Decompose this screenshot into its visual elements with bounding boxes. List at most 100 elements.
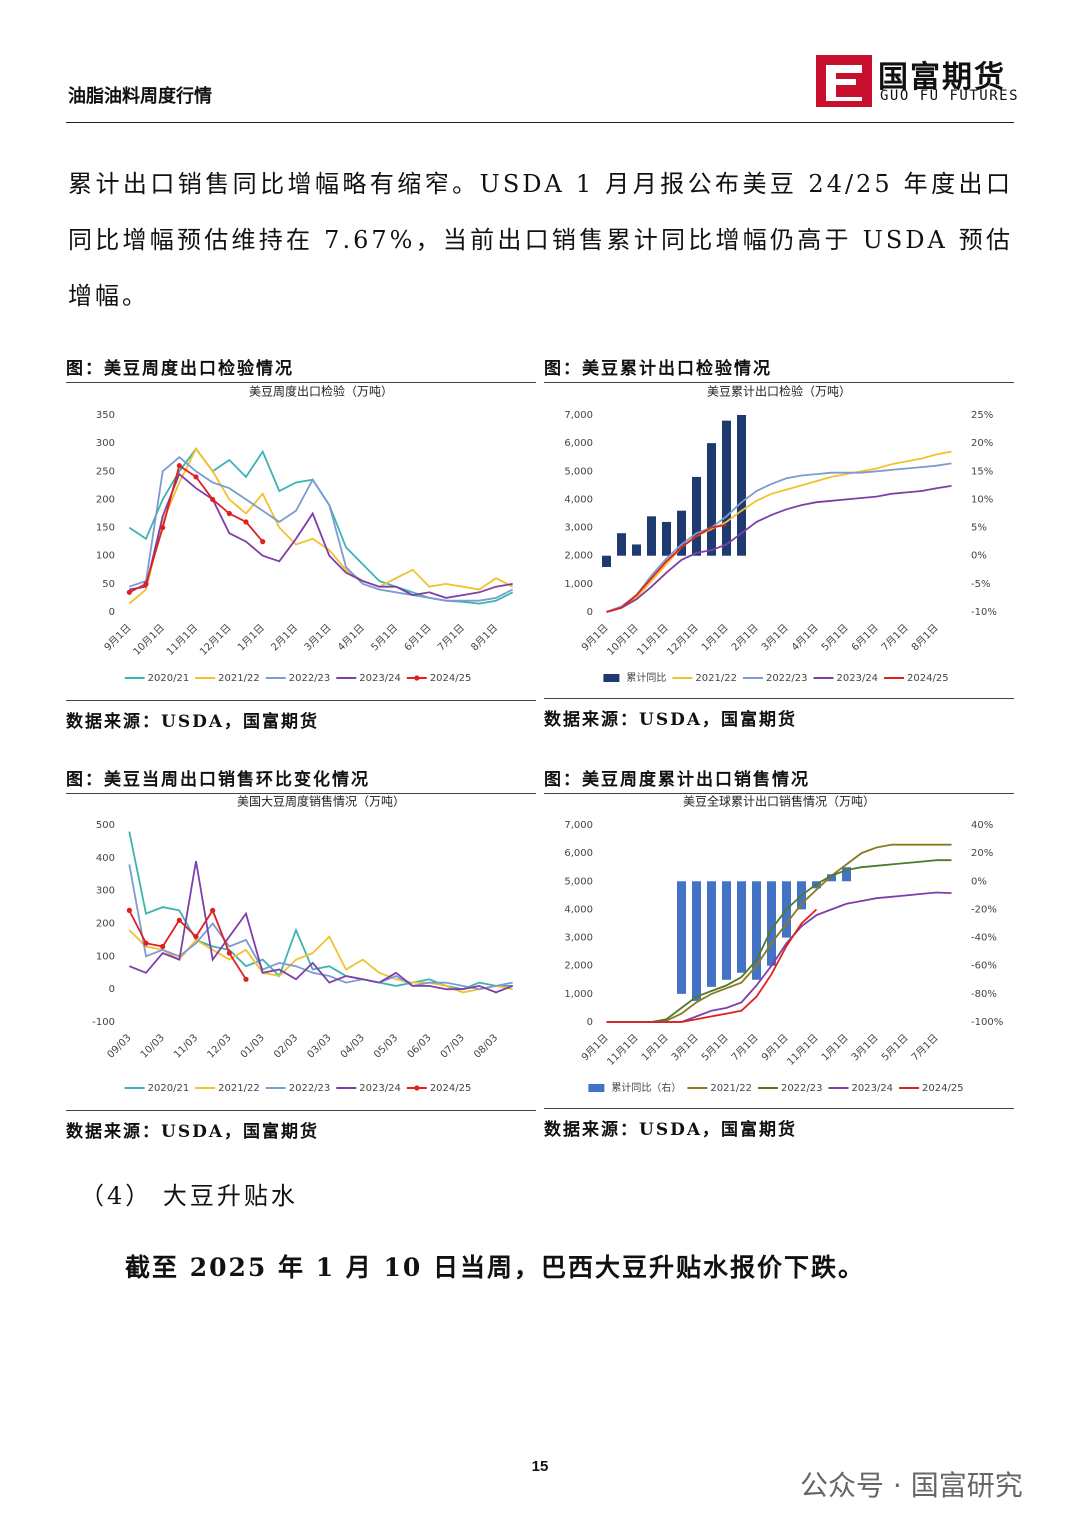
bar bbox=[602, 555, 611, 567]
logo-cn: 国富期货 bbox=[878, 60, 1006, 95]
y-tick-label: 10% bbox=[971, 494, 993, 505]
x-tick-label: 12/03 bbox=[205, 1032, 233, 1060]
y-tick-label: 250 bbox=[96, 466, 115, 477]
legend-item: 2022/23 bbox=[742, 673, 808, 684]
line bbox=[128, 864, 513, 991]
legend-label: 2021/22 bbox=[218, 673, 260, 684]
x-tick-label: 11月1日 bbox=[164, 622, 200, 658]
legend-item: 2023/24 bbox=[336, 1083, 401, 1094]
legend-marker bbox=[414, 675, 420, 681]
paragraph: 截至 2025 年 1 月 10 日当周，巴西大豆升贴水报价下跌。 bbox=[125, 1253, 865, 1282]
figure-caption: 图：美豆当周出口销售环比变化情况 bbox=[66, 765, 536, 794]
y-tick-label: 7,000 bbox=[564, 820, 593, 831]
point bbox=[143, 581, 149, 587]
x-tick-label: 4月1日 bbox=[789, 622, 821, 654]
y-tick-label: 100 bbox=[96, 551, 115, 562]
y-tick-label: 300 bbox=[96, 438, 115, 449]
legend-label: 2024/25 bbox=[430, 1083, 472, 1094]
x-tick-label: 1月1日 bbox=[699, 622, 731, 654]
legend-label: 累计同比（右） bbox=[611, 1081, 681, 1094]
legend-label: 2024/25 bbox=[922, 1083, 964, 1094]
x-tick-label: 5月1日 bbox=[699, 1032, 731, 1064]
bar bbox=[767, 881, 776, 966]
line bbox=[128, 929, 513, 994]
x-tick-label: 1月1日 bbox=[235, 622, 267, 654]
legend-item: 2022/23 bbox=[757, 1083, 823, 1094]
x-tick-label: 03/03 bbox=[305, 1032, 333, 1060]
line bbox=[128, 447, 514, 605]
x-tick-label: 5月1日 bbox=[369, 622, 401, 654]
y-tick-label: 6,000 bbox=[564, 438, 593, 449]
x-tick-label: 5月1日 bbox=[819, 622, 851, 654]
x-tick-label: 09/03 bbox=[105, 1032, 133, 1060]
legend-item: 2023/24 bbox=[828, 1083, 894, 1094]
point bbox=[126, 907, 132, 913]
legend-item: 2024/25 bbox=[899, 1083, 964, 1094]
legend-swatch bbox=[588, 1084, 605, 1092]
chart: 美豆全球累计出口销售情况（万吨） 0 1,000 2,000 3,000 4,000 5,0… bbox=[564, 794, 1003, 1095]
line bbox=[128, 860, 514, 994]
point bbox=[226, 510, 232, 517]
x-tick-label: 02/03 bbox=[272, 1032, 300, 1060]
y-tick-label: -60% bbox=[971, 961, 997, 972]
y-tick-label: 0 bbox=[587, 607, 593, 618]
x-tick-label: 3月1日 bbox=[669, 1032, 701, 1064]
point bbox=[126, 589, 132, 595]
legend-item: 2024/25 bbox=[406, 673, 471, 684]
legend-item: 2021/22 bbox=[195, 673, 260, 684]
x-tick-label: 7月1日 bbox=[435, 622, 467, 654]
y-tick-label: 0 bbox=[109, 607, 115, 618]
y-tick-label: 150 bbox=[96, 523, 115, 534]
line bbox=[606, 843, 952, 1023]
legend-item: 累计同比 bbox=[603, 671, 666, 684]
figure-source: 数据来源：USDA，国富期货 bbox=[544, 698, 1014, 730]
legend-item: 2023/24 bbox=[813, 673, 878, 684]
x-tick-label: 10/03 bbox=[139, 1032, 167, 1060]
y-tick-label: 40% bbox=[971, 820, 993, 831]
figure-caption: 图：美豆周度累计出口销售情况 bbox=[544, 765, 1014, 794]
y-tick-label: 4,000 bbox=[564, 904, 593, 915]
x-tick-label: 06/03 bbox=[405, 1032, 433, 1060]
x-tick-label: 11/03 bbox=[172, 1032, 200, 1060]
x-tick-label: 8月1日 bbox=[469, 622, 501, 654]
x-tick-label: 7月1日 bbox=[909, 1032, 941, 1064]
chart: 美豆周度出口检验（万吨） 0 50 100 150 200 250 300 350 9月1日10月… bbox=[96, 384, 514, 684]
line bbox=[606, 450, 952, 613]
legend-item: 2021/22 bbox=[687, 1083, 752, 1094]
line bbox=[129, 456, 514, 602]
point bbox=[176, 463, 182, 469]
point bbox=[260, 539, 266, 545]
legend-item: 2021/22 bbox=[672, 673, 737, 684]
line bbox=[128, 447, 514, 605]
legend-label: 2023/24 bbox=[852, 1083, 894, 1094]
legend-item: 累计同比（右） bbox=[588, 1081, 681, 1094]
y-tick-label: 3,000 bbox=[564, 933, 593, 944]
legend-label: 2020/21 bbox=[148, 673, 190, 684]
legend-swatch bbox=[603, 674, 620, 682]
x-tick-label: 2月1日 bbox=[269, 622, 301, 654]
bar bbox=[752, 881, 761, 980]
y-tick-label: 15% bbox=[971, 466, 993, 477]
x-tick-label: 12月1日 bbox=[197, 622, 233, 658]
point bbox=[160, 524, 166, 531]
y-tick-label: -10% bbox=[971, 607, 997, 618]
line bbox=[129, 472, 513, 599]
x-tick-label: 3月1日 bbox=[849, 1032, 881, 1064]
point bbox=[226, 950, 232, 956]
y-tick-label: 1,000 bbox=[564, 989, 593, 1000]
bar bbox=[842, 867, 851, 882]
chart-title: 美国大豆周度销售情况（万吨） bbox=[237, 794, 405, 809]
bar bbox=[827, 874, 836, 882]
point bbox=[193, 474, 199, 480]
y-tick-label: 20% bbox=[971, 438, 993, 449]
line bbox=[606, 523, 727, 613]
y-tick-label: 25% bbox=[971, 410, 993, 421]
y-tick-label: 4,000 bbox=[564, 494, 593, 505]
header-title: 油脂油料周度行情 bbox=[68, 86, 212, 107]
legend-label: 2024/25 bbox=[907, 673, 949, 684]
line bbox=[606, 859, 952, 1023]
bar bbox=[662, 521, 671, 556]
x-tick-label: 10月1日 bbox=[605, 622, 641, 658]
legend-label: 2022/23 bbox=[766, 673, 808, 684]
